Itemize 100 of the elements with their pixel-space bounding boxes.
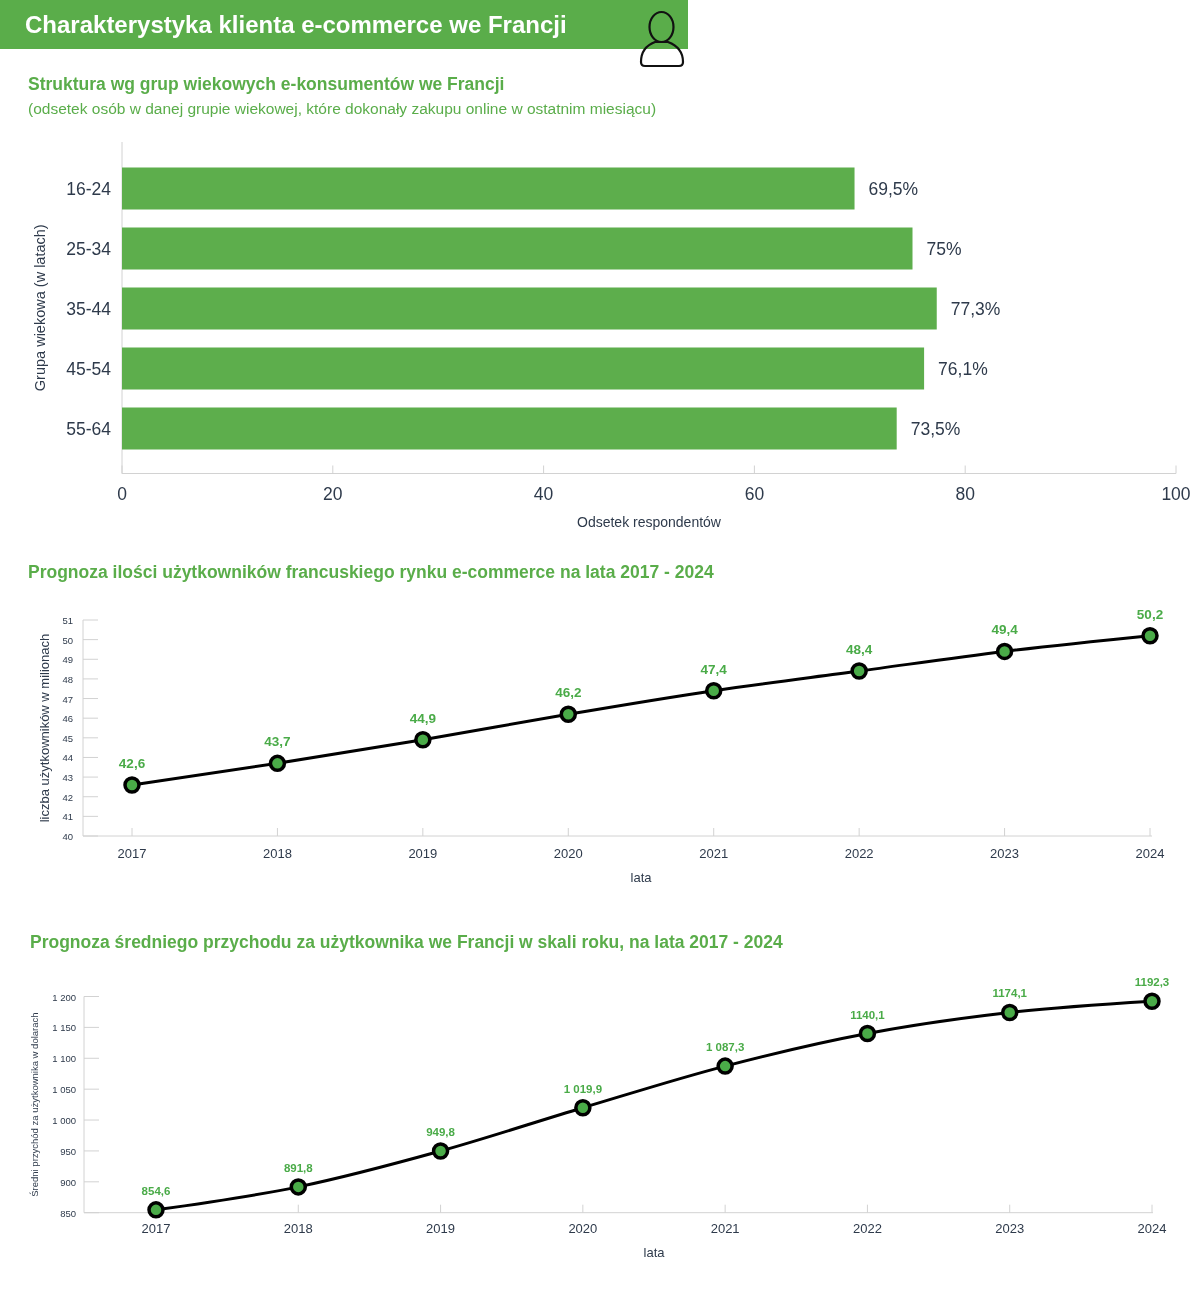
x-tick-label: 80 [955,484,976,504]
bar [122,287,937,330]
point [574,1099,592,1117]
point [147,1201,165,1219]
y-tick-label: 47 [62,693,73,705]
x-tick-label: 60 [744,484,765,504]
data-label: 73,5% [910,418,961,439]
y-tick-label: 950 [60,1145,76,1157]
y-tick-label: 55-64 [66,418,112,439]
y-tick-label: 16-24 [66,178,112,199]
x-axis-title: lata [630,870,653,885]
x-tick-label: 2020 [553,846,583,861]
point [995,642,1014,661]
x-tick-label: 2021 [710,1221,740,1236]
x-tick-label: 2023 [990,846,1020,861]
data-label: 76,1% [938,358,988,379]
y-tick-label: 850 [60,1207,76,1219]
y-tick-label: 41 [62,810,73,822]
point [1000,1003,1019,1022]
data-label: 1192,3 [1134,976,1170,989]
y-tick-label: 25-34 [66,238,112,259]
data-label: 1 087,3 [705,1041,745,1054]
data-label: 1140,1 [850,1008,886,1021]
data-label: 44,9 [409,710,436,726]
x-tick-label: 0 [117,484,128,504]
bar [122,167,855,210]
x-axis-title: lata [643,1245,666,1260]
chart-title: Prognoza ilości użytkowników francuskiego rynku e-commerce na lata 2017 - 2024 [28,562,714,582]
point [1141,626,1159,645]
data-label: 77,3% [950,298,1001,319]
y-tick-label: 49 [62,653,73,665]
point [414,731,432,749]
data-label: 42,6 [118,755,146,771]
x-axis-title: Odsetek respondentów [577,514,722,530]
point [268,754,287,773]
y-tick-label: 48 [62,673,73,685]
point [431,1142,450,1160]
y-tick-label: 1 100 [52,1052,76,1064]
x-tick-label: 2024 [1135,846,1165,861]
x-tick-label: 2020 [568,1221,598,1236]
y-tick-label: 45 [62,732,73,744]
x-tick-label: 20 [323,484,343,504]
data-label: 47,4 [700,661,728,677]
data-label: 49,4 [991,622,1019,638]
y-tick-label: 46 [62,712,73,724]
data-label: 46,2 [555,685,582,701]
data-label: 50,2 [1136,606,1164,622]
text: Charakterystyka klienta e-commerce we Francji [25,11,567,38]
y-tick-label: 51 [62,614,73,626]
x-tick-label: 2017 [117,846,147,861]
data-label: 43,7 [264,734,291,750]
bar [122,227,913,270]
y-tick-label: 1 000 [52,1114,76,1126]
point [858,1024,877,1043]
y-tick-label: 40 [62,830,73,842]
x-tick-label: 2022 [844,846,874,861]
x-tick-label: 2024 [1137,1221,1167,1236]
y-tick-label: 1 050 [52,1083,76,1095]
x-tick-label: 2022 [852,1221,882,1236]
x-tick-label: 40 [533,484,554,504]
point [850,662,868,680]
data-label: 48,4 [846,642,873,658]
data-label: 1 019,9 [563,1082,603,1095]
data-label: 891,8 [283,1161,314,1174]
x-tick-label: 2018 [262,846,292,861]
y-tick-label: 44 [62,751,73,763]
bar [122,347,925,390]
y-tick-label: 1 150 [52,1021,76,1033]
data-label: 949,8 [426,1126,456,1139]
y-axis-title: Średni przychód za użytkownika w dolarach [28,1012,40,1197]
point [716,1057,734,1075]
point [559,705,578,724]
data-label: 75% [926,238,962,259]
point [123,776,141,794]
y-tick-label: 43 [62,771,73,783]
chart-title: Struktura wg grup wiekowych e-konsumentów we Francji [28,74,505,94]
point [289,1178,308,1196]
data-label: 69,5% [868,178,919,199]
chart-subtitle: (odsetek osób w danej grupie wiekowej, które dokonały zakupu online w ostatnim miesiącu) [28,100,657,117]
data-label: 1174,1 [992,987,1028,1000]
x-tick-label: 2019 [408,846,438,861]
x-tick-label: 2021 [699,846,729,861]
bar [122,407,897,450]
x-tick-label: 100 [1161,484,1191,504]
y-tick-label: 1 200 [52,991,76,1002]
y-tick-label: 45-54 [66,358,112,379]
x-tick-label: 2019 [426,1221,456,1236]
x-tick-label: 2023 [995,1221,1025,1236]
y-axis-title: Grupa wiekowa (w latach) [32,224,48,392]
y-tick-label: 900 [60,1176,76,1188]
chart-title: Prognoza średniego przychodu za użytkownika we Francji w skali roku, na lata 2017 - 2024 [30,932,784,952]
y-tick-label: 50 [62,634,73,646]
y-axis-title: liczba użytkowników w milionach [36,633,52,823]
x-tick-label: 2018 [283,1221,313,1236]
y-tick-label: 35-44 [66,298,112,319]
x-tick-label: 2017 [141,1221,171,1236]
data-label: 854,6 [141,1184,171,1197]
y-tick-label: 42 [62,791,73,803]
point [1143,992,1161,1011]
point [704,681,723,700]
